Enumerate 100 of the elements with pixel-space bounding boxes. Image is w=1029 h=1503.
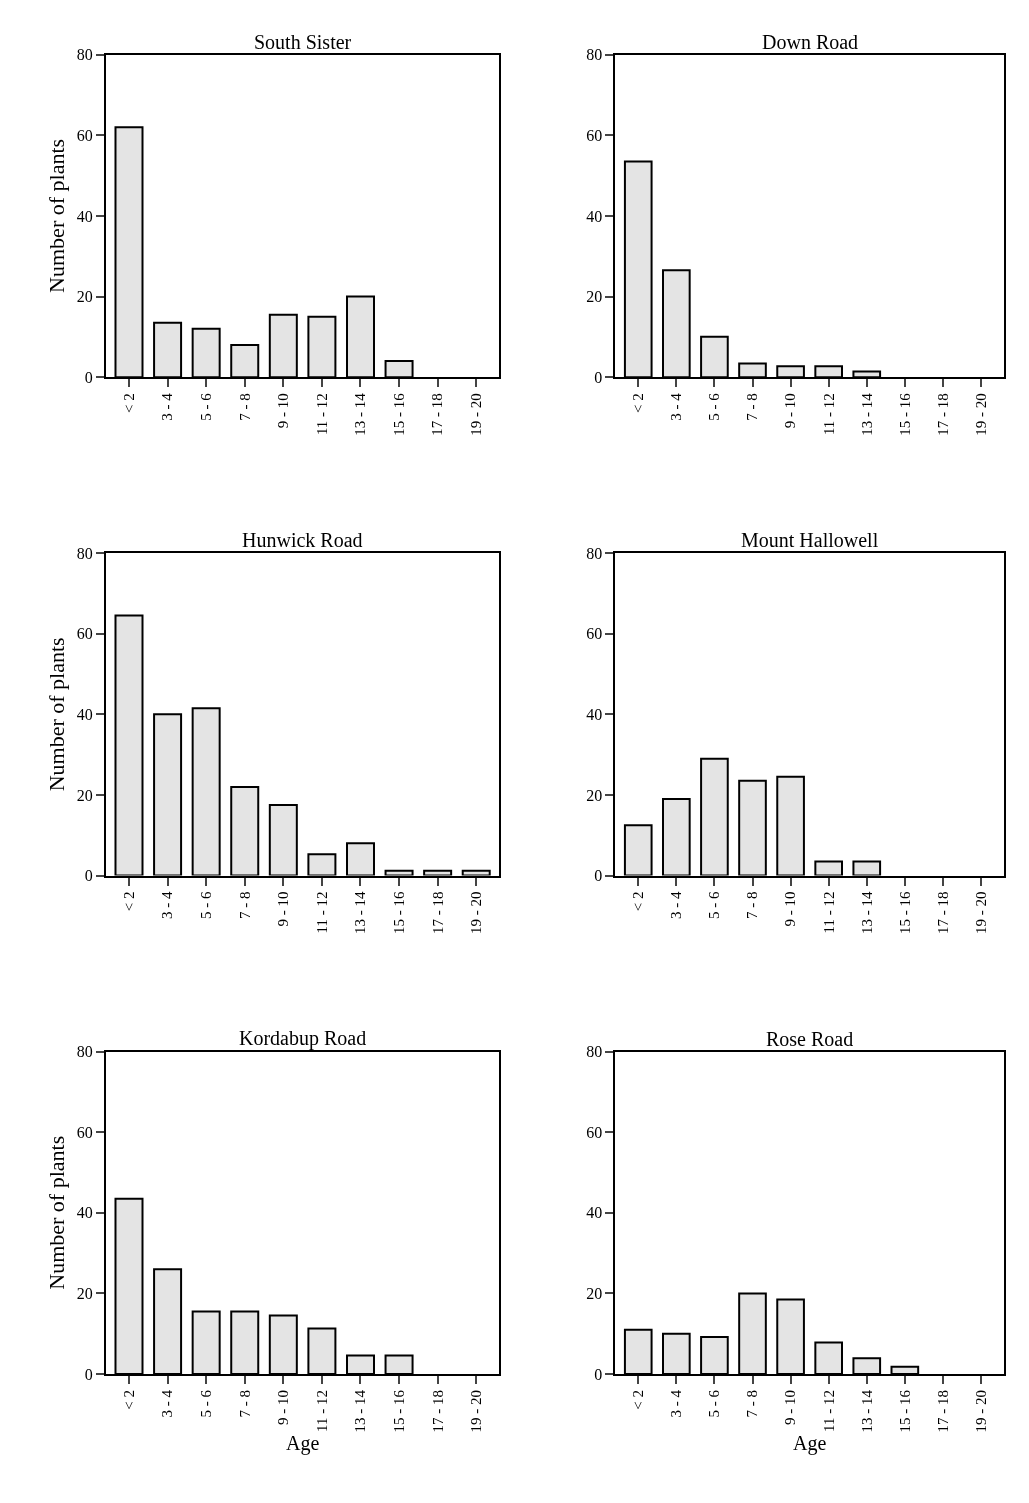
x-tick-label: 7 - 8: [236, 393, 253, 421]
y-tick-label: 40: [76, 705, 93, 723]
y-tick-label: 80: [76, 544, 93, 562]
x-tick-label: 15 - 16: [390, 891, 407, 935]
y-tick-label: 80: [76, 46, 93, 64]
x-tick-label: 17 - 18: [429, 891, 446, 935]
x-tick-label: 11 - 12: [820, 891, 837, 934]
x-tick-label: 13 - 14: [352, 392, 369, 436]
y-tick-label: 60: [586, 126, 603, 144]
x-tick-label: 3 - 4: [159, 392, 176, 421]
x-tick-label: 11 - 12: [820, 393, 837, 436]
y-tick-label: 60: [76, 126, 93, 144]
x-tick-label: 9 - 10: [782, 1390, 799, 1426]
y-tick-label: 0: [594, 1365, 603, 1383]
x-tick-label: 17 - 18: [934, 393, 951, 436]
y-tick-label: 80: [586, 46, 603, 64]
chart-title: Mount Hallowell: [741, 529, 879, 551]
x-tick-label: 19 - 20: [468, 891, 485, 935]
x-tick-label: 7 - 8: [744, 891, 761, 920]
x-tick-label: 5 - 6: [198, 891, 215, 920]
y-tick-label: 60: [76, 625, 93, 643]
x-tick-label: 13 - 14: [352, 1389, 369, 1433]
x-tick-label: 11 - 12: [313, 393, 330, 436]
x-tick-label: 5 - 6: [706, 1389, 723, 1418]
x-tick-label: 9 - 10: [275, 1390, 292, 1426]
x-tick-label: 3 - 4: [668, 1389, 685, 1418]
x-tick-label: 5 - 6: [706, 891, 723, 920]
y-tick-label: 40: [586, 1204, 603, 1222]
x-tick-label: 19 - 20: [468, 393, 485, 436]
x-tick-label: < 2: [120, 1390, 137, 1410]
y-tick-label: 20: [76, 786, 93, 804]
x-tick-label: 3 - 4: [668, 392, 685, 421]
x-tick-label: 15 - 16: [896, 891, 913, 935]
x-tick-label: 5 - 6: [706, 392, 723, 421]
y-tick-label: 60: [586, 1123, 603, 1141]
x-tick-label: 19 - 20: [468, 1390, 485, 1433]
chart-title: Down Road: [762, 31, 859, 53]
x-tick-label: 13 - 14: [858, 392, 875, 436]
x-tick-label: < 2: [630, 393, 647, 413]
y-tick-label: 40: [76, 207, 93, 225]
y-tick-label: 0: [594, 867, 603, 885]
chart-title: Rose Road: [766, 1028, 854, 1050]
x-tick-label: 15 - 16: [390, 1389, 407, 1433]
chart-title: Kordabup Road: [239, 1027, 367, 1050]
y-tick-label: 0: [84, 1365, 93, 1383]
x-tick-label: 11 - 12: [820, 1390, 837, 1432]
x-tick-label: 3 - 4: [159, 1389, 176, 1418]
y-tick-label: 80: [586, 544, 603, 562]
x-tick-label: 19 - 20: [972, 891, 989, 935]
x-tick-label: 15 - 16: [896, 392, 913, 436]
x-tick-label: 17 - 18: [429, 393, 446, 436]
x-tick-label: 13 - 14: [858, 1389, 875, 1433]
y-tick-label: 80: [586, 1043, 603, 1061]
x-tick-label: 5 - 6: [198, 1389, 215, 1418]
y-tick-label: 60: [76, 1123, 93, 1141]
x-tick-label: < 2: [630, 891, 647, 912]
y-axis-title: Number of plants: [43, 1135, 69, 1290]
x-tick-label: 11 - 12: [313, 1390, 330, 1432]
x-tick-label: < 2: [120, 891, 137, 912]
y-tick-label: 40: [76, 1204, 93, 1222]
y-tick-label: 20: [586, 288, 603, 306]
y-tick-label: 0: [84, 368, 93, 386]
y-tick-label: 40: [586, 207, 603, 225]
x-axis-title: Age: [285, 1432, 320, 1455]
x-tick-label: 7 - 8: [744, 393, 761, 421]
x-tick-label: 3 - 4: [668, 891, 685, 920]
y-tick-label: 80: [76, 1043, 93, 1061]
x-tick-label: 19 - 20: [972, 393, 989, 436]
y-tick-label: 20: [76, 288, 93, 306]
x-tick-label: 19 - 20: [972, 1390, 989, 1433]
x-tick-label: 13 - 14: [858, 891, 875, 935]
y-tick-label: 0: [84, 867, 93, 885]
x-tick-label: 13 - 14: [352, 891, 369, 935]
chart-title: South Sister: [254, 31, 352, 53]
x-tick-label: 15 - 16: [390, 392, 407, 436]
x-tick-label: < 2: [630, 1390, 647, 1410]
y-axis-title: Number of plants: [43, 138, 69, 293]
x-tick-label: 15 - 16: [896, 1389, 913, 1433]
y-tick-label: 20: [76, 1285, 93, 1303]
y-tick-label: 20: [586, 786, 603, 804]
x-tick-label: 9 - 10: [275, 393, 292, 429]
x-tick-label: 9 - 10: [782, 891, 799, 927]
y-axis-title: Number of plants: [43, 637, 69, 792]
x-tick-label: 5 - 6: [198, 392, 215, 421]
y-tick-label: 40: [586, 705, 603, 723]
x-tick-label: 7 - 8: [236, 1390, 253, 1418]
x-tick-label: 7 - 8: [744, 1390, 761, 1418]
x-axis-title: Age: [792, 1432, 827, 1455]
y-tick-label: 20: [586, 1285, 603, 1303]
x-tick-label: 17 - 18: [934, 1390, 951, 1433]
x-tick-label: 9 - 10: [275, 891, 292, 927]
x-tick-label: 17 - 18: [934, 891, 951, 935]
x-tick-label: 9 - 10: [782, 393, 799, 429]
chart-title: Hunwick Road: [242, 529, 363, 551]
x-tick-label: 7 - 8: [236, 891, 253, 920]
y-tick-label: 60: [586, 625, 603, 643]
x-tick-label: 3 - 4: [159, 891, 176, 920]
x-tick-label: 11 - 12: [313, 891, 330, 934]
y-tick-label: 0: [594, 368, 603, 386]
x-tick-label: 17 - 18: [429, 1390, 446, 1433]
